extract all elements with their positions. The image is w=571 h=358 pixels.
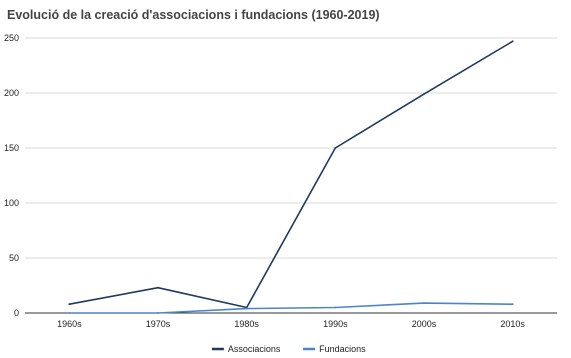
x-tick-label: 2010s xyxy=(500,319,525,329)
y-tick-label: 250 xyxy=(4,33,19,43)
data-point xyxy=(511,40,514,43)
y-tick-label: 50 xyxy=(9,253,19,263)
y-tick-label: 150 xyxy=(4,143,19,153)
data-point xyxy=(157,286,159,289)
legend-label: Fundacions xyxy=(319,344,366,354)
data-point xyxy=(68,303,71,306)
x-tick-label: 2000s xyxy=(412,319,437,329)
data-point xyxy=(245,307,248,310)
data-point xyxy=(423,302,425,304)
y-tick-label: 0 xyxy=(14,308,19,318)
x-tick-label: 1960s xyxy=(57,319,82,329)
series-line-1 xyxy=(68,40,514,309)
data-point xyxy=(423,93,425,95)
chart-title: Evolució de la creació d'associacions i … xyxy=(7,8,380,22)
x-tick-label: 1970s xyxy=(146,319,171,329)
legend-label: Associacions xyxy=(228,344,281,354)
data-point xyxy=(68,312,71,314)
series-line-2 xyxy=(68,302,514,314)
x-tick-label: 1980s xyxy=(234,319,259,329)
data-point xyxy=(511,303,514,306)
data-point xyxy=(157,312,159,314)
data-point xyxy=(334,147,337,149)
y-tick-label: 200 xyxy=(4,88,19,98)
data-point xyxy=(334,306,337,309)
y-tick-label: 100 xyxy=(4,198,19,208)
x-tick-label: 1990s xyxy=(323,319,348,329)
